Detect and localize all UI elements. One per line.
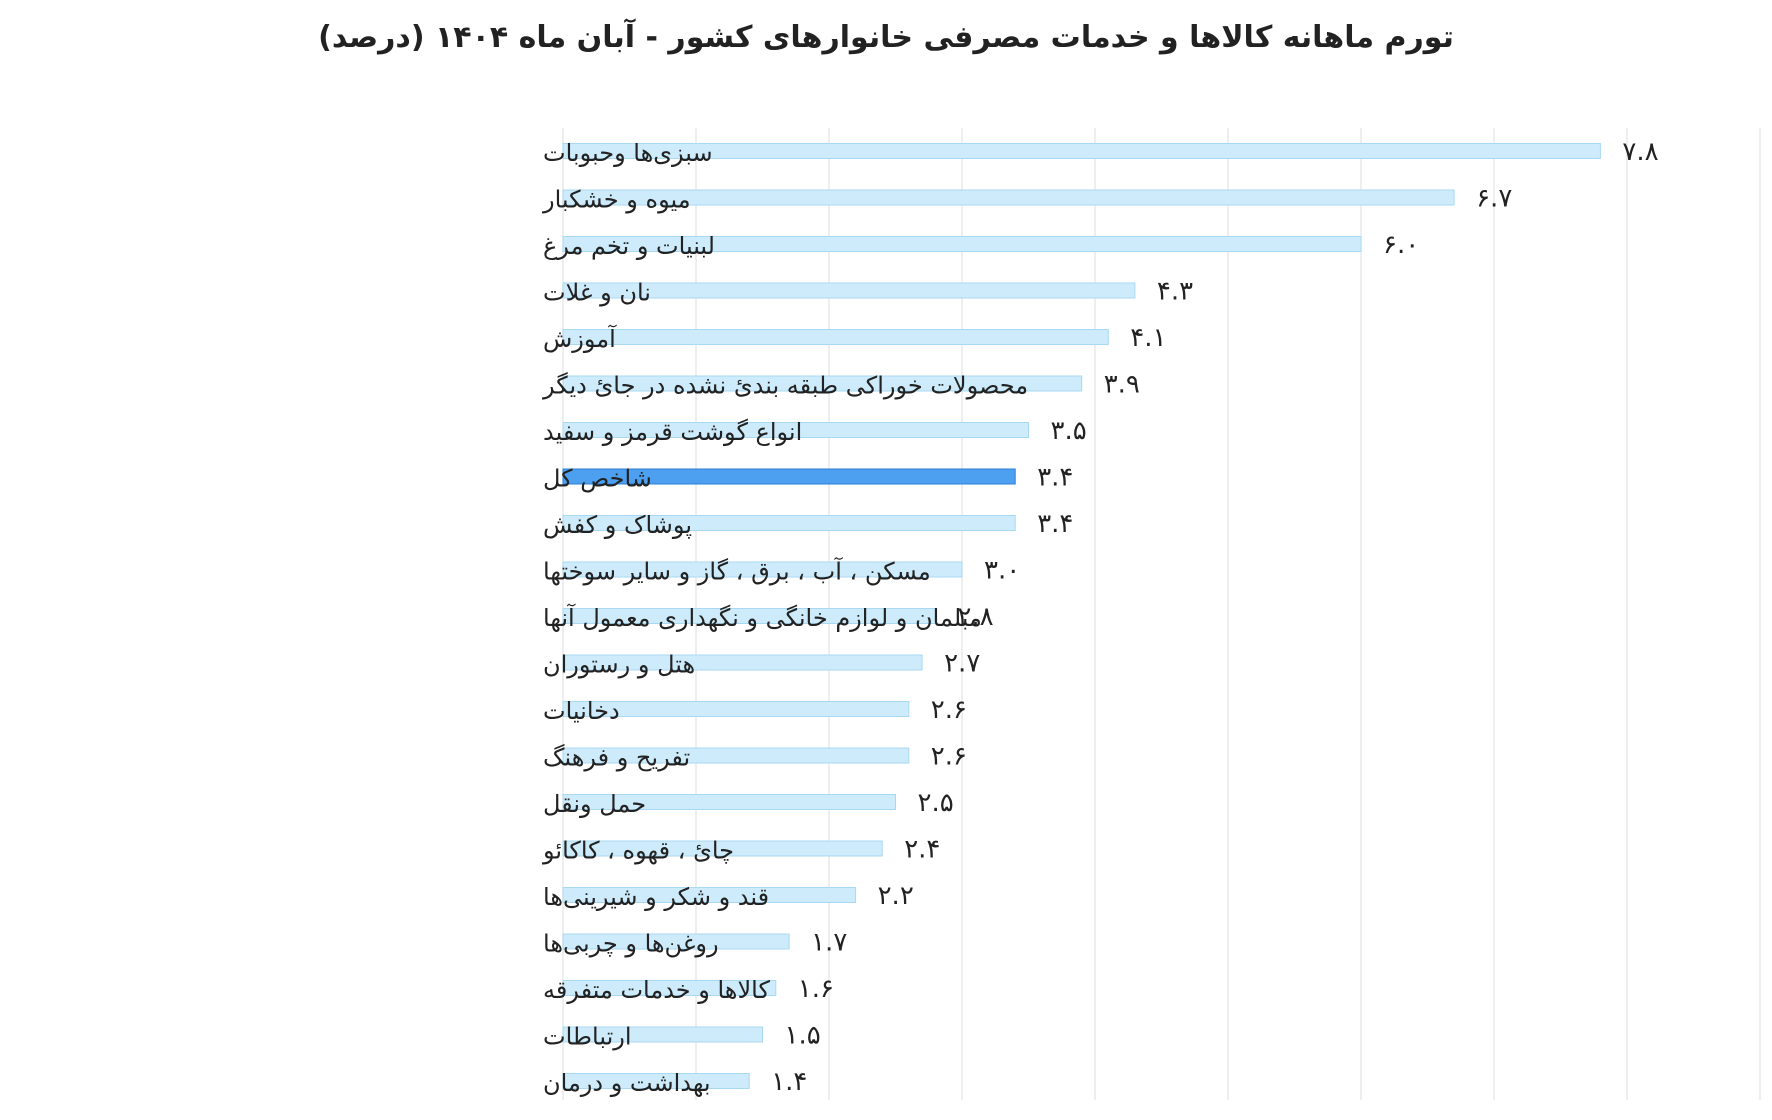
bar bbox=[562, 980, 777, 996]
value-label: ۲.۵ bbox=[918, 788, 954, 818]
value-label: ۱.۶ bbox=[798, 974, 834, 1004]
category-label: چایٔ ، قهوه ، کاکائو bbox=[542, 837, 734, 865]
value-label: ۲.۶ bbox=[931, 742, 967, 772]
category-label: کالاها و خدمات متفرقه bbox=[543, 976, 770, 1004]
category-label: بهداشت و درمان bbox=[543, 1069, 711, 1097]
bar bbox=[562, 887, 857, 903]
value-label: ۱.۵ bbox=[785, 1021, 821, 1051]
category-label: روغن‌ها و چربی‌ها bbox=[543, 930, 719, 958]
value-label: ۲.۴ bbox=[904, 835, 940, 865]
bar bbox=[562, 701, 910, 717]
bar-highlight bbox=[562, 468, 1016, 485]
value-label: ۳.۵ bbox=[1051, 416, 1087, 446]
value-label: ۳.۰ bbox=[984, 556, 1020, 586]
bar bbox=[562, 143, 1601, 159]
category-label: شاخص کل bbox=[543, 465, 652, 493]
bar bbox=[562, 282, 1136, 299]
category-label: هتل و رستوران bbox=[543, 651, 695, 679]
category-label: دخانیات bbox=[543, 697, 620, 725]
value-label: ۲.۲ bbox=[878, 881, 914, 911]
value-label: ۲.۶ bbox=[931, 695, 967, 725]
bar bbox=[562, 561, 963, 578]
bar bbox=[562, 1026, 763, 1043]
bar bbox=[562, 189, 1455, 206]
value-label: ۱.۷ bbox=[811, 928, 847, 958]
bars: سبزی‌ها وحبوبات ۷.۸ میوه و خشکبار ۶.۷ لبنیات… bbox=[542, 137, 1659, 1097]
bar bbox=[562, 515, 1016, 531]
category-label: تفریح و فرهنگ bbox=[543, 744, 690, 772]
value-label: ۳.۴ bbox=[1037, 509, 1073, 539]
value-label: ۲.۸ bbox=[957, 602, 993, 632]
category-label: لبنیات و تخم مرغ bbox=[543, 232, 715, 260]
bar bbox=[562, 608, 936, 624]
value-label: ۷.۸ bbox=[1622, 137, 1658, 167]
category-label: پوشاک و کفش bbox=[543, 511, 692, 539]
category-label: مسکن ، آب ، برق ، گاز و سایر سوختها bbox=[543, 557, 931, 586]
category-label: محصولات خوراکی طبقه بندیٔ نشده در جایٔ د… bbox=[542, 372, 1028, 400]
value-label: ۱.۴ bbox=[771, 1067, 807, 1097]
bar bbox=[562, 794, 896, 810]
value-label: ۶.۰ bbox=[1383, 230, 1419, 260]
bar bbox=[562, 840, 883, 857]
value-label: ۳.۴ bbox=[1037, 463, 1073, 493]
category-label: نان و غلات bbox=[543, 279, 651, 307]
bar bbox=[562, 329, 1109, 345]
value-label: ۲.۷ bbox=[944, 649, 980, 679]
category-label: ارتباطات bbox=[543, 1023, 632, 1051]
bar bbox=[562, 375, 1083, 392]
category-label: میوه و خشکبار bbox=[542, 186, 691, 214]
bar bbox=[562, 1073, 750, 1089]
value-label: ۴.۱ bbox=[1130, 323, 1166, 353]
bar bbox=[562, 747, 910, 764]
value-label: ۴.۳ bbox=[1157, 277, 1193, 307]
bar bbox=[562, 422, 1029, 438]
value-label: ۳.۹ bbox=[1104, 370, 1140, 400]
bar bbox=[562, 933, 790, 950]
bar bbox=[562, 654, 923, 671]
chart-title: تورم ماهانه کالاها و خدمات مصرفی خانواره… bbox=[318, 20, 1454, 55]
category-label: انواع گوشت قرمز و سفید bbox=[543, 418, 802, 446]
category-label: سبزی‌ها وحبوبات bbox=[543, 139, 713, 167]
category-label: قند و شکر و شیرینی‌ها bbox=[543, 883, 769, 911]
category-label: حمل ونقل bbox=[543, 790, 646, 818]
category-label: مبلمان و لوازم خانگی و نگهداری معمول آنه… bbox=[543, 603, 982, 632]
bar bbox=[562, 236, 1362, 252]
value-label: ۶.۷ bbox=[1476, 184, 1512, 214]
category-label: آموزش bbox=[543, 324, 617, 353]
